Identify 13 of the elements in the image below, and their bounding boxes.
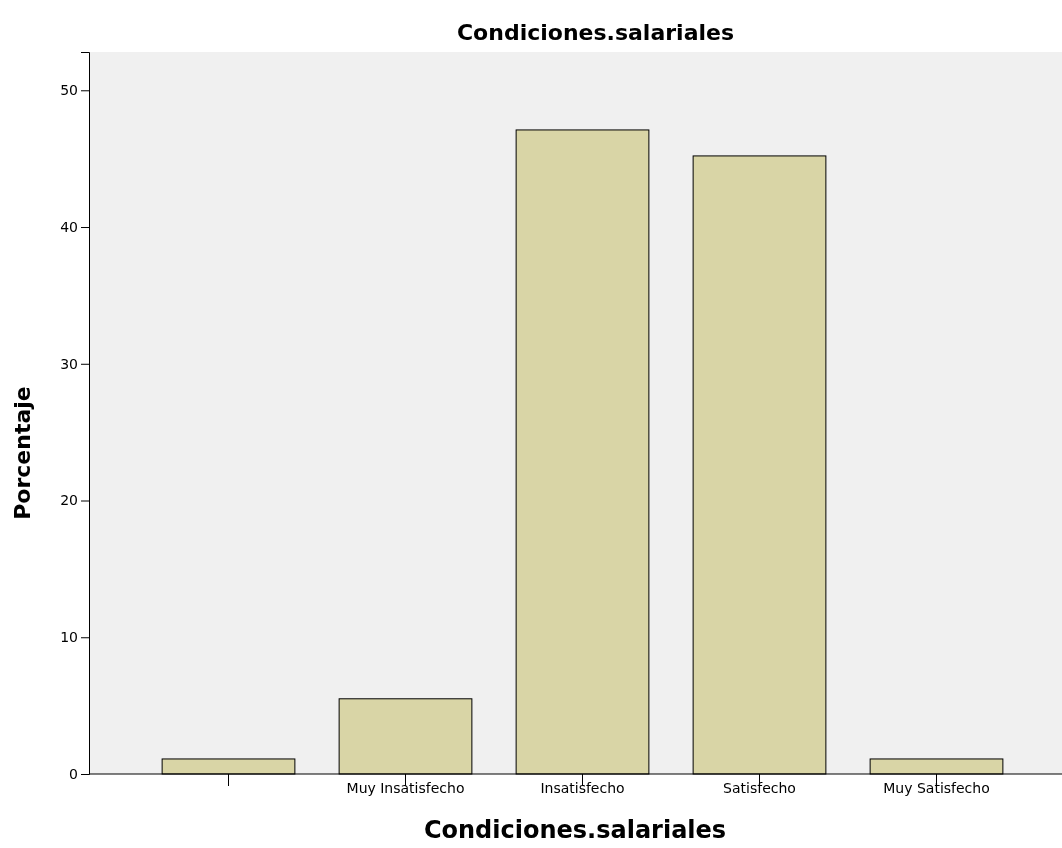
- y-tick-label: 10: [60, 629, 78, 646]
- y-tick-label: 30: [60, 355, 78, 372]
- y-axis-title: Porcentaje: [10, 386, 35, 520]
- y-tick-label: 40: [60, 219, 78, 236]
- y-tick-label: 50: [60, 82, 78, 99]
- x-tick-label: Muy Insatisfecho: [346, 779, 465, 796]
- x-axis-title: Condiciones.salariales: [423, 816, 727, 844]
- chart-title: Condiciones.salariales: [456, 20, 735, 45]
- y-tick-label: 0: [69, 765, 78, 782]
- x-tick-label: Muy Satisfecho: [883, 779, 990, 796]
- x-tick-label: Insatisfecho: [540, 779, 625, 796]
- y-tick-label: 20: [60, 492, 78, 509]
- x-tick-label: Satisfecho: [723, 779, 796, 796]
